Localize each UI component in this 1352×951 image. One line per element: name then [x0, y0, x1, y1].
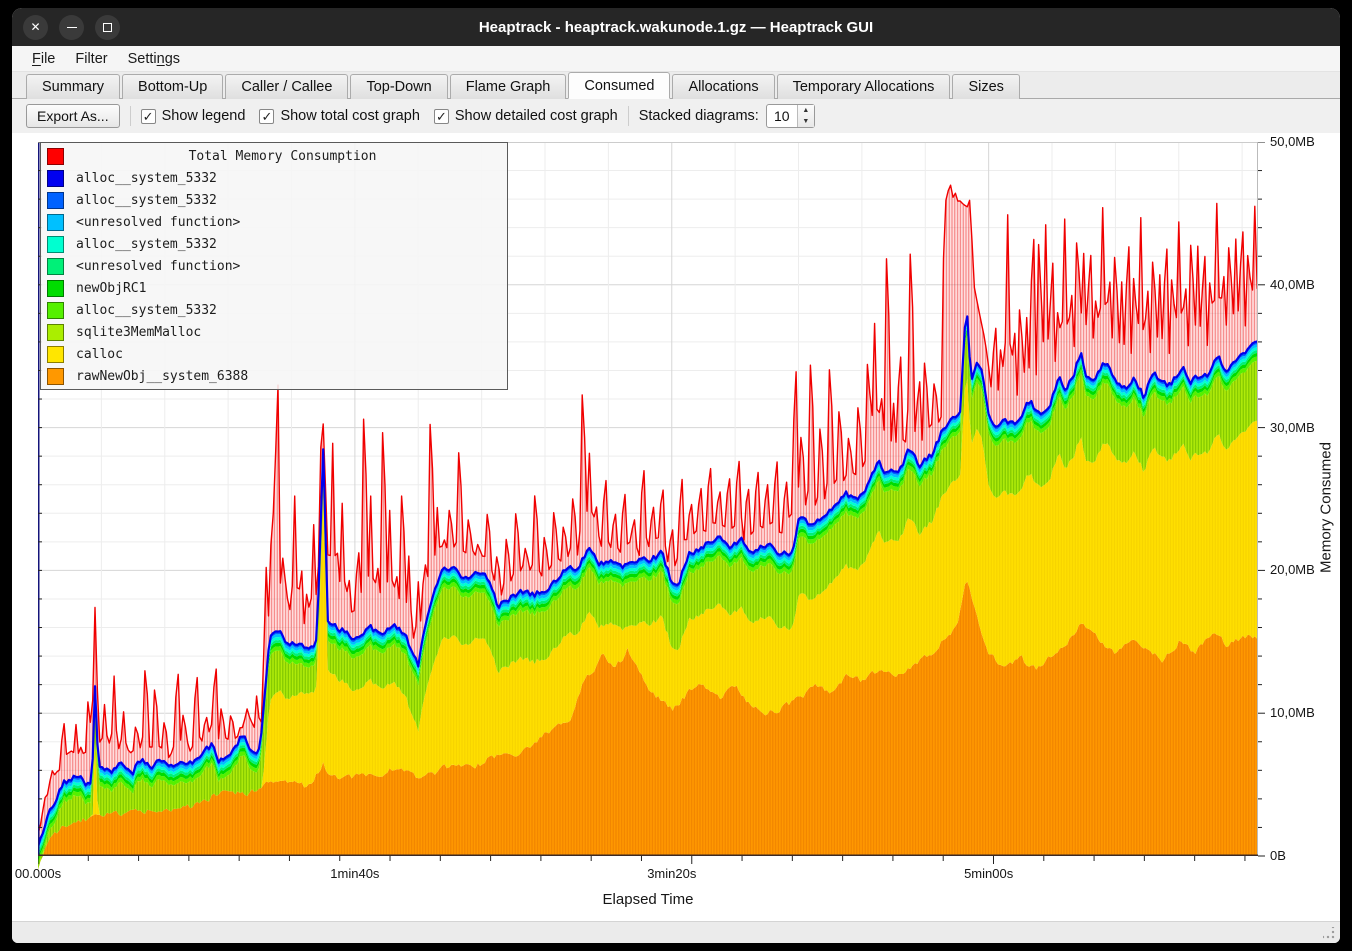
x-tick-label: 5min00s — [944, 866, 1034, 881]
legend-label: alloc__system_5332 — [76, 303, 217, 318]
legend-item: alloc__system_5332 — [41, 299, 507, 321]
legend-label: rawNewObj__system_6388 — [76, 369, 248, 384]
legend-item: alloc__system_5332 — [41, 233, 507, 255]
legend-label: calloc — [76, 347, 123, 362]
legend-label: alloc__system_5332 — [76, 171, 217, 186]
y-tick-label: 50,0MB — [1270, 134, 1315, 149]
legend-swatch-icon — [47, 258, 64, 275]
legend-swatch-icon — [47, 302, 64, 319]
legend-item: sqlite3MemMalloc — [41, 321, 507, 343]
legend-label: alloc__system_5332 — [76, 193, 217, 208]
x-tick-label: 1min40s — [310, 866, 400, 881]
tab-bottom-up[interactable]: Bottom-Up — [122, 74, 223, 99]
spin-down-icon[interactable]: ▼ — [798, 116, 814, 127]
toolbar: Export As... ✓ Show legend ✓ Show total cos… — [12, 99, 1340, 133]
legend-swatch-icon — [47, 280, 64, 297]
checkbox-show-legend[interactable]: ✓ Show legend — [141, 108, 246, 124]
legend-swatch-icon — [47, 170, 64, 187]
y-tick-label: 0B — [1270, 848, 1286, 863]
legend-item: alloc__system_5332 — [41, 189, 507, 211]
tab-top-down[interactable]: Top-Down — [350, 74, 447, 99]
legend-swatch-icon — [47, 214, 64, 231]
y-tick-label: 40,0MB — [1270, 277, 1315, 292]
y-tick-label: 20,0MB — [1270, 562, 1315, 577]
toolbar-separator — [130, 106, 131, 126]
legend-label: newObjRC1 — [76, 281, 146, 296]
menu-bar: FileFilterSettings — [12, 46, 1340, 72]
legend-item: alloc__system_5332 — [41, 167, 507, 189]
tab-summary[interactable]: Summary — [26, 74, 120, 99]
spin-up-icon[interactable]: ▲ — [798, 105, 814, 116]
stacked-diagrams-value: 10 — [767, 105, 797, 127]
checkbox-label: Show total cost graph — [280, 108, 419, 124]
legend-item: rawNewObj__system_6388 — [41, 365, 507, 387]
x-tick-label: 00.000s — [12, 866, 83, 881]
tab-consumed[interactable]: Consumed — [568, 72, 670, 99]
minimize-icon — [67, 27, 77, 28]
legend-item: Total Memory Consumption — [41, 145, 507, 167]
legend-title: Total Memory Consumption — [64, 149, 501, 164]
legend-swatch-icon — [47, 368, 64, 385]
legend-label: <unresolved function> — [76, 259, 240, 274]
menu-settings[interactable]: Settings — [118, 48, 190, 70]
legend-swatch-icon — [47, 236, 64, 253]
legend-label: sqlite3MemMalloc — [76, 325, 201, 340]
checkbox-box[interactable]: ✓ — [434, 109, 449, 124]
tab-flame-graph[interactable]: Flame Graph — [450, 74, 567, 99]
checkbox-label: Show detailed cost graph — [455, 108, 618, 124]
toolbar-separator — [628, 106, 629, 126]
tab-sizes[interactable]: Sizes — [952, 74, 1019, 99]
minimize-button[interactable] — [59, 15, 84, 40]
legend-item: newObjRC1 — [41, 277, 507, 299]
legend-label: alloc__system_5332 — [76, 237, 217, 252]
tab-caller-callee[interactable]: Caller / Callee — [225, 74, 348, 99]
app-window: ✕ Heaptrack - heaptrack.wakunode.1.gz — … — [12, 8, 1340, 943]
legend-swatch-icon — [47, 324, 64, 341]
menu-filter[interactable]: Filter — [65, 48, 117, 70]
y-tick-label: 10,0MB — [1270, 705, 1315, 720]
resize-grip[interactable] — [1323, 927, 1335, 939]
checkbox-box[interactable]: ✓ — [259, 109, 274, 124]
tab-temporary-allocations[interactable]: Temporary Allocations — [777, 74, 951, 99]
menu-file[interactable]: File — [22, 48, 65, 70]
checkbox-show-detailed-cost-graph[interactable]: ✓ Show detailed cost graph — [434, 108, 618, 124]
legend-swatch-icon — [47, 346, 64, 363]
tab-allocations[interactable]: Allocations — [672, 74, 774, 99]
close-button[interactable]: ✕ — [23, 15, 48, 40]
maximize-button[interactable] — [95, 15, 120, 40]
checkbox-show-total-cost-graph[interactable]: ✓ Show total cost graph — [259, 108, 419, 124]
stacked-diagrams-label: Stacked diagrams: — [639, 108, 759, 124]
x-axis-title: Elapsed Time — [38, 891, 1258, 908]
legend-item: <unresolved function> — [41, 211, 507, 233]
close-icon: ✕ — [30, 20, 40, 34]
window-title: Heaptrack - heaptrack.wakunode.1.gz — He… — [12, 19, 1340, 36]
memory-consumption-chart[interactable]: Total Memory Consumption alloc__system_53… — [12, 133, 1340, 921]
checkbox-box[interactable]: ✓ — [141, 109, 156, 124]
legend-item: calloc — [41, 343, 507, 365]
stacked-diagrams-spinbox[interactable]: 10 ▲ ▼ — [766, 104, 815, 128]
x-tick-label: 3min20s — [627, 866, 717, 881]
title-bar[interactable]: ✕ Heaptrack - heaptrack.wakunode.1.gz — … — [12, 8, 1340, 46]
legend-label: <unresolved function> — [76, 215, 240, 230]
y-tick-label: 30,0MB — [1270, 420, 1315, 435]
chart-legend: Total Memory Consumption alloc__system_53… — [40, 142, 508, 390]
legend-swatch-icon — [47, 192, 64, 209]
legend-swatch-icon — [47, 148, 64, 165]
checkbox-label: Show legend — [162, 108, 246, 124]
export-as-button[interactable]: Export As... — [26, 104, 120, 128]
maximize-icon — [103, 23, 112, 32]
status-strip — [12, 921, 1340, 943]
tab-bar: SummaryBottom-UpCaller / CalleeTop-DownF… — [12, 72, 1340, 99]
legend-item: <unresolved function> — [41, 255, 507, 277]
